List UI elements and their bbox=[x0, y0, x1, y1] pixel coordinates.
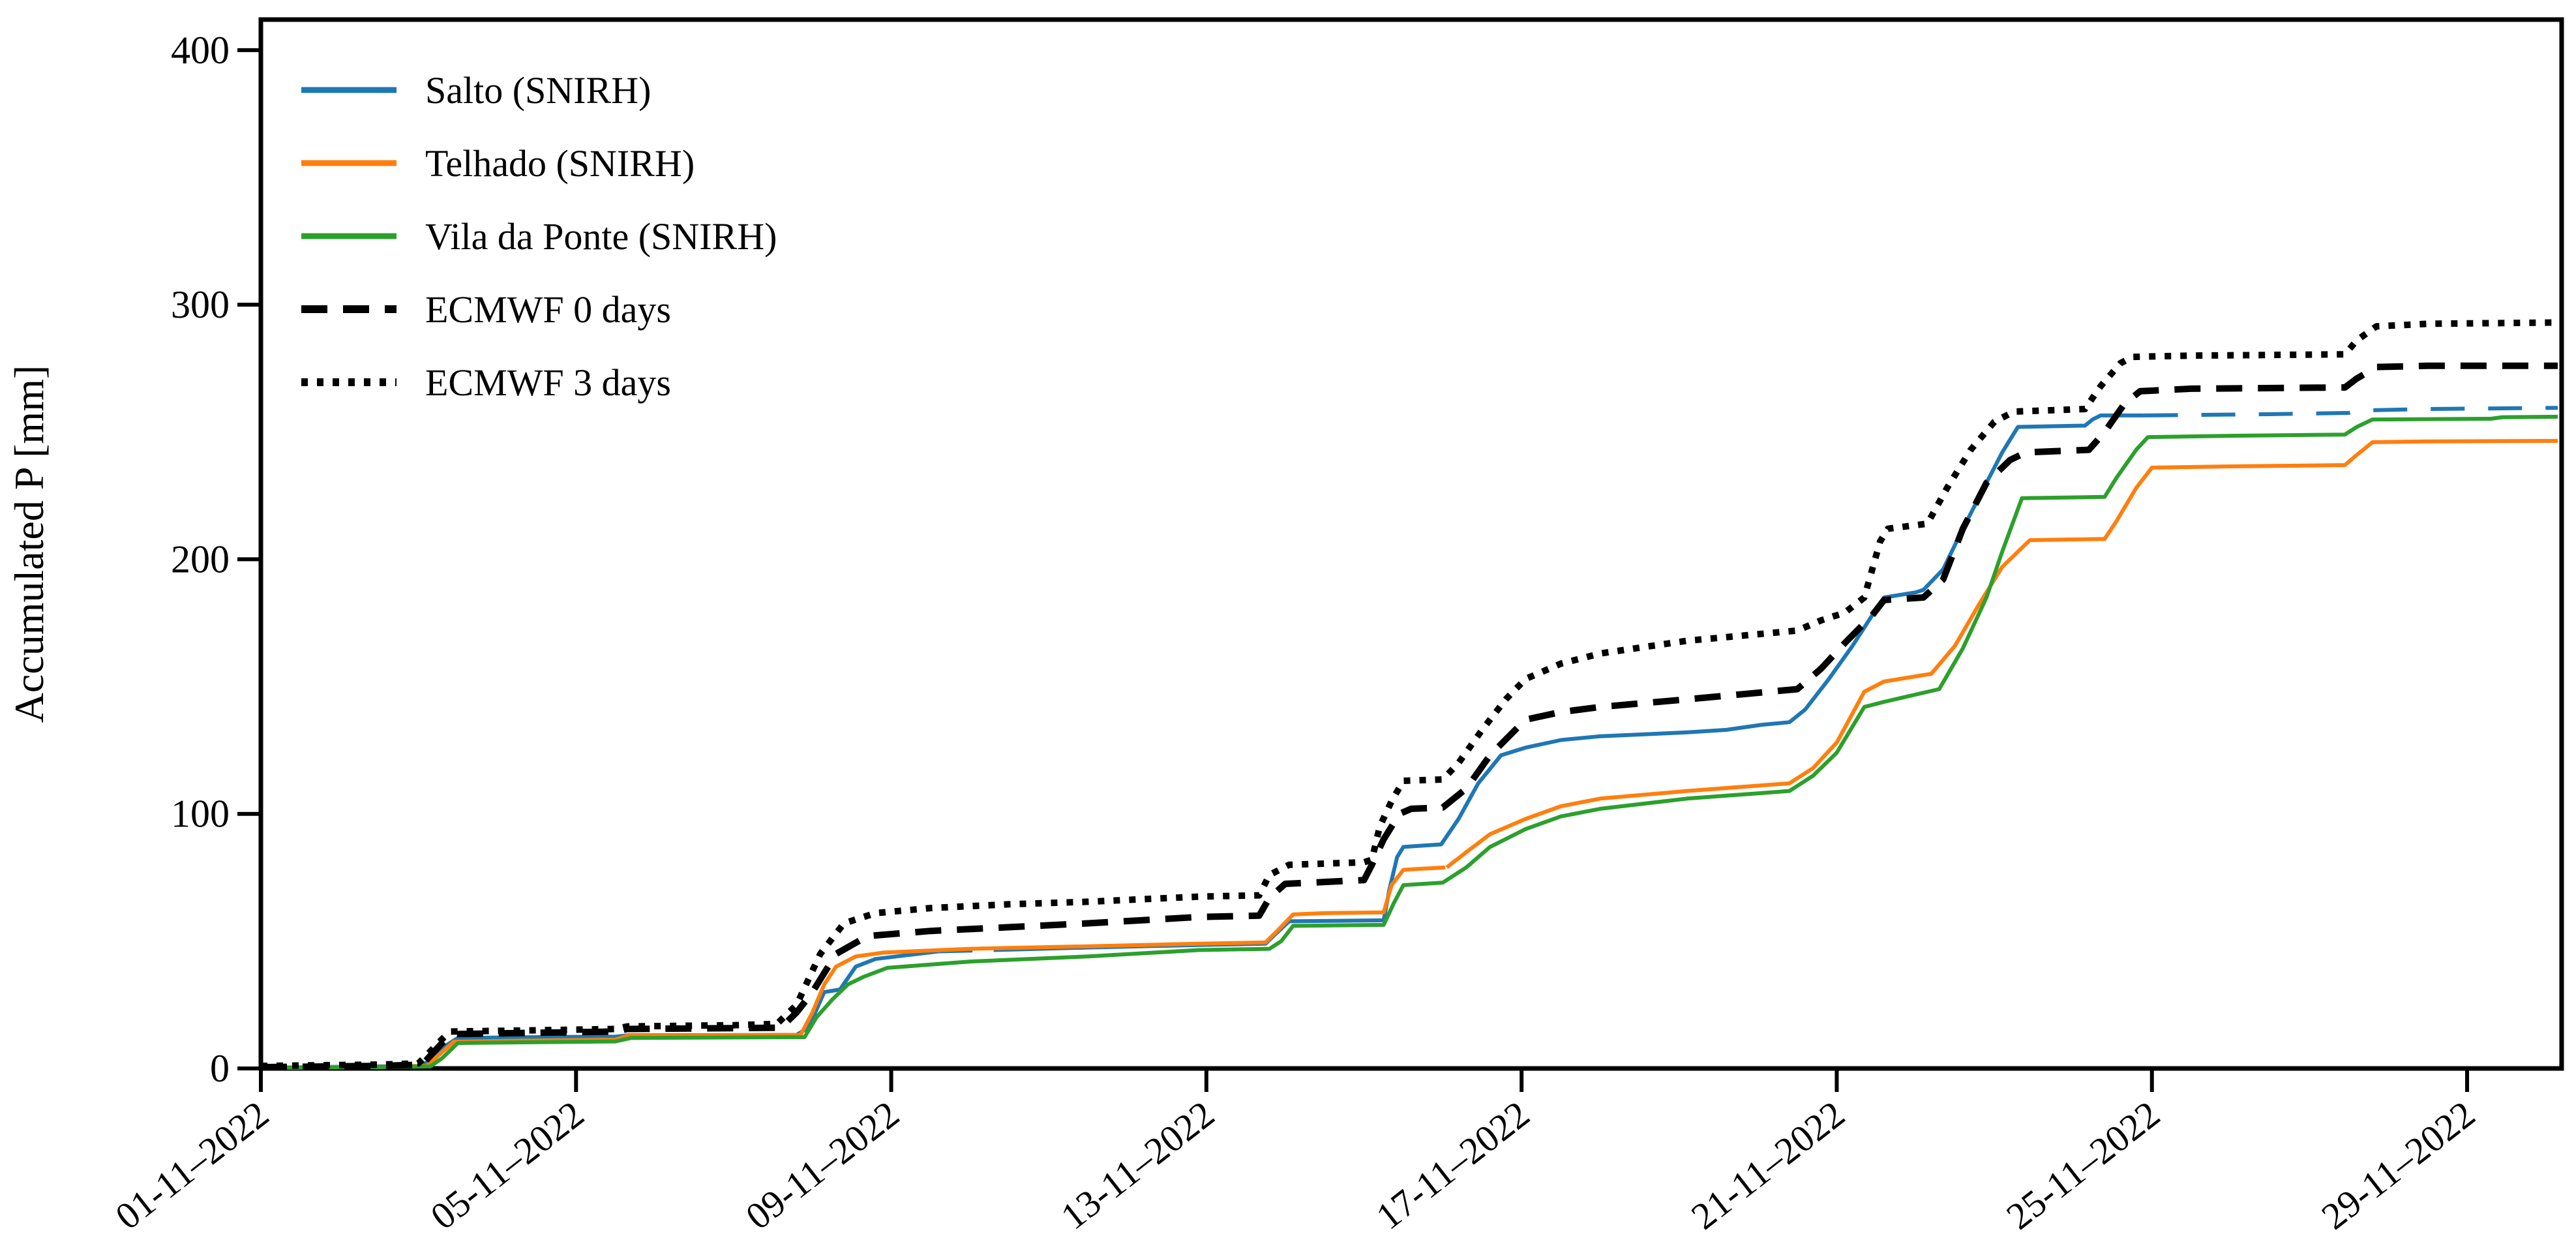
legend-label: Salto (SNIRH) bbox=[425, 69, 651, 112]
series-telhado-snirh-path-seg1 bbox=[260, 867, 1412, 1070]
plot-frame bbox=[258, 17, 2564, 1071]
y-tick-label: 300 bbox=[171, 283, 230, 326]
x-tick-label: 05-11–2022 bbox=[423, 1093, 592, 1237]
series-vila-da-ponte-snirh-path bbox=[260, 414, 2558, 1070]
series-layer bbox=[260, 319, 2558, 1070]
series-ecmwf-3-days-path bbox=[260, 319, 2558, 1070]
series-telhado-snirh-path-seg3 bbox=[1445, 438, 2558, 869]
legend-label: Vila da Ponte (SNIRH) bbox=[425, 215, 777, 258]
x-axis-tick-labels: 01-11–2022 05-11–2022 09-11–2022 13-11–2… bbox=[108, 1093, 2483, 1237]
axis-ticks bbox=[237, 48, 2470, 1092]
x-tick-label: 21-11–2022 bbox=[1683, 1093, 1852, 1237]
series-salto-snirh-path-seg4 bbox=[2144, 406, 2558, 417]
x-tick-label: 01-11–2022 bbox=[108, 1093, 277, 1237]
series-ecmwf-0-days-path bbox=[260, 362, 2558, 1070]
legend-item-ecmwf-0-days: ECMWF 0 days bbox=[301, 288, 671, 331]
x-tick-label: 13-11–2022 bbox=[1053, 1093, 1222, 1237]
legend-label: ECMWF 3 days bbox=[425, 361, 671, 404]
y-tick-label: 200 bbox=[171, 537, 230, 581]
series-salto-snirh-path-seg3 bbox=[993, 413, 2144, 952]
y-axis-title: Accumulated P [mm] bbox=[6, 365, 52, 723]
y-tick-label: 400 bbox=[171, 29, 230, 72]
legend-label: Telhado (SNIRH) bbox=[425, 142, 695, 185]
x-tick-label: 29-11–2022 bbox=[2314, 1093, 2483, 1237]
series-telhado-snirh-path-seg2 bbox=[1411, 865, 1447, 871]
legend-item-vila-da-ponte: Vila da Ponte (SNIRH) bbox=[301, 215, 777, 258]
legend-item-telhado: Telhado (SNIRH) bbox=[301, 142, 695, 185]
y-axis-tick-labels: 0 100 200 300 400 bbox=[171, 29, 230, 1090]
legend: Salto (SNIRH) Telhado (SNIRH) Vila da Po… bbox=[301, 69, 777, 404]
legend-label: ECMWF 0 days bbox=[425, 288, 671, 331]
y-tick-label: 100 bbox=[171, 793, 230, 836]
x-tick-label: 25-11–2022 bbox=[1999, 1093, 2168, 1237]
legend-item-ecmwf-3-days: ECMWF 3 days bbox=[301, 361, 671, 404]
x-tick-label: 09-11–2022 bbox=[738, 1093, 906, 1237]
y-tick-label: 0 bbox=[210, 1047, 230, 1090]
x-tick-label: 17-11–2022 bbox=[1368, 1093, 1537, 1237]
legend-item-salto: Salto (SNIRH) bbox=[301, 69, 651, 112]
